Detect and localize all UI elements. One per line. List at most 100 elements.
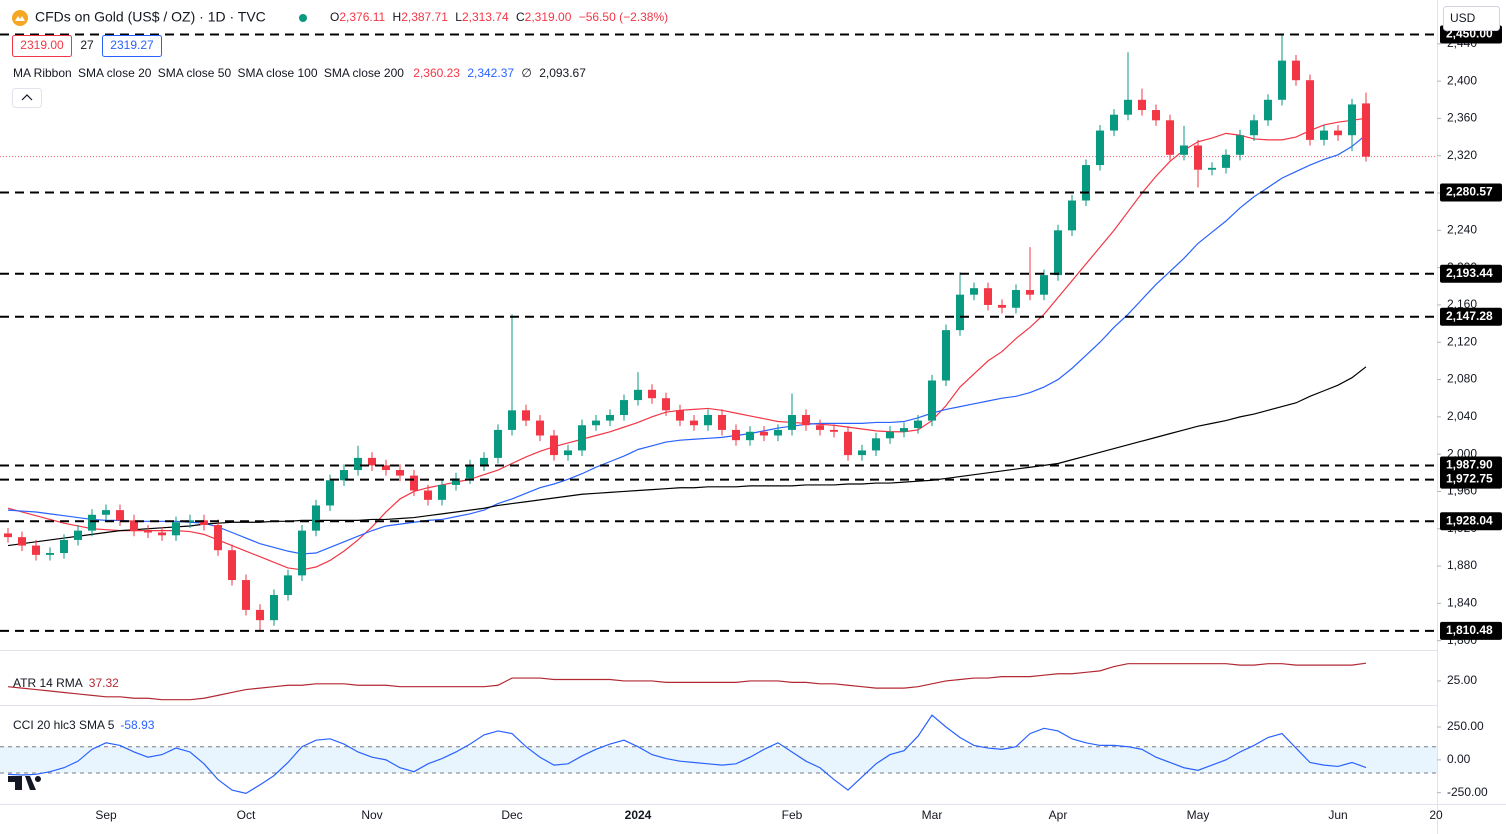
y-tick-label: -250.00 [1447, 785, 1488, 799]
candle-body [18, 537, 26, 546]
candle-body [830, 429, 838, 432]
moving-average [7, 134, 1367, 555]
candle-body [1068, 200, 1076, 231]
candle-body [172, 522, 180, 536]
candle-body [1362, 103, 1370, 157]
ohlc-value: 2,313.74 [462, 10, 509, 24]
ohlc-value: 2,376.11 [339, 10, 385, 24]
candle-body [130, 520, 138, 531]
candle-body [1082, 165, 1090, 201]
marks-layer [0, 33, 1437, 795]
candle-body [1040, 275, 1048, 295]
market-status[interactable] [299, 14, 307, 22]
ribbon-name: SMA close 50 [158, 66, 232, 80]
x-tick-label: Sep [95, 808, 117, 822]
candle-body [578, 425, 586, 451]
candle-body [242, 580, 250, 610]
y-tick-label: 250.00 [1447, 719, 1484, 733]
candle-body [732, 429, 740, 441]
candle-body [816, 425, 824, 430]
tradingview-logo[interactable] [8, 776, 41, 790]
y-tick-label: 2,160 [1447, 297, 1477, 311]
candle-body [4, 533, 12, 538]
ohlc-value: 2,319.00 [525, 10, 572, 24]
candle-body [592, 420, 600, 426]
candle-body [606, 414, 614, 421]
y-tick-label: 2,040 [1447, 409, 1477, 423]
indicator-title: ATR 14 RMA [13, 676, 83, 690]
collapse-button[interactable] [12, 88, 42, 108]
candle-body [1320, 130, 1328, 140]
level-label-box [1440, 264, 1502, 283]
candle-body [620, 400, 628, 415]
ribbon-legend[interactable]: MA Ribbon SMA close 20 SMA close 50 SMA … [13, 66, 586, 80]
ohlc-value: 2,387.71 [401, 10, 448, 24]
candle-body [1138, 99, 1146, 111]
candle-body [802, 414, 810, 426]
indicator-line [7, 714, 1367, 795]
candle-body [942, 330, 950, 381]
candle-body [1250, 120, 1258, 136]
level-label: 1,810.48 [1446, 623, 1493, 637]
candle-body [340, 470, 348, 481]
level-label-box [1440, 470, 1502, 489]
symbol-icon-shape [15, 16, 25, 21]
buy-button[interactable] [102, 35, 162, 57]
level-label: 1,987.90 [1446, 458, 1493, 472]
indicator-line [7, 662, 1367, 701]
symbol-icon [12, 10, 28, 26]
candle-body [1292, 60, 1300, 81]
indicator-title: CCI 20 hlc3 SMA 5 [13, 718, 115, 732]
indicator-value: -58.93 [120, 718, 154, 732]
change: −56.50 (−2.38%) [579, 10, 668, 24]
candle-body [1096, 130, 1104, 166]
candle-body [1166, 120, 1174, 155]
candle-body [284, 575, 292, 595]
candle-body [102, 510, 110, 515]
candle-body [998, 304, 1006, 308]
x-tick-label: 2024 [625, 808, 652, 822]
level-label-box [1440, 183, 1502, 202]
candle-body [956, 294, 964, 331]
y-tick-label: 1,840 [1447, 596, 1477, 610]
ribbon-title: MA Ribbon [13, 66, 72, 80]
candle-body [144, 530, 152, 533]
candle-body [438, 484, 446, 500]
candle-body [746, 431, 754, 441]
sell-button[interactable] [12, 35, 72, 57]
currency[interactable]: USD [1450, 11, 1476, 25]
candle-body [480, 457, 488, 466]
x-tick-label: Dec [501, 808, 522, 822]
x-tick-label: Oct [237, 808, 256, 822]
candle-body [550, 435, 558, 456]
candle-body [494, 429, 502, 458]
y-tick-label: 2,320 [1447, 148, 1477, 162]
x-tick-label: 20 [1429, 808, 1443, 822]
candle-body [536, 420, 544, 436]
candle-body [1306, 80, 1314, 140]
buy-price[interactable]: 2319.27 [110, 38, 154, 52]
ribbon-name: SMA close 200 [324, 66, 404, 80]
ribbon-value: ∅ [521, 66, 531, 80]
candle-body [1236, 135, 1244, 155]
y-tick-label: 2,120 [1447, 334, 1477, 348]
moving-average [7, 366, 1367, 547]
candle-body [256, 609, 264, 621]
candle-body [424, 490, 432, 500]
candle-body [858, 450, 866, 456]
sell-price[interactable]: 2319.00 [20, 38, 64, 52]
candle-body [32, 545, 40, 555]
candle-body [1152, 110, 1160, 121]
level-label: 2,147.28 [1446, 309, 1493, 323]
symbol-title[interactable]: CFDs on Gold (US$ / OZ) · 1D · TVC [35, 9, 266, 25]
candle-body [1026, 290, 1034, 295]
candle-body [984, 288, 992, 305]
level-label-box [1440, 621, 1502, 640]
level-label-box [1440, 512, 1502, 531]
currency-button[interactable] [1443, 6, 1500, 31]
candle-body [676, 410, 684, 421]
candle-body [74, 530, 82, 540]
level-label-box [1440, 456, 1502, 475]
